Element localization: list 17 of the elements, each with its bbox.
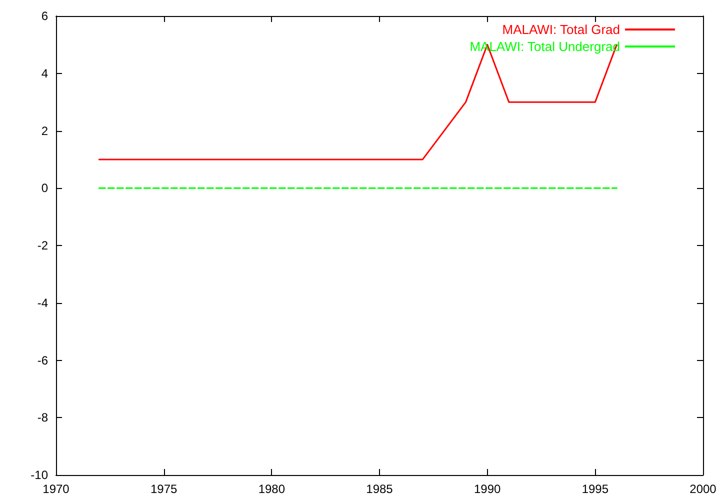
x-tick-label: 1990 bbox=[474, 482, 502, 496]
legend-label: MALAWI: Total Grad bbox=[502, 22, 620, 37]
x-tick-label: 1985 bbox=[366, 482, 394, 496]
y-tick-label: 0 bbox=[41, 181, 48, 196]
x-tick-label: 2000 bbox=[690, 482, 717, 496]
y-tick-label: 2 bbox=[41, 124, 48, 138]
y-tick-label: 4 bbox=[41, 66, 48, 80]
y-tick-label: -10 bbox=[30, 468, 48, 482]
y-tick-label: -8 bbox=[37, 410, 48, 425]
y-tick-label: -2 bbox=[37, 238, 48, 252]
y-tick-label: -6 bbox=[37, 353, 48, 368]
x-tick-label: 1980 bbox=[258, 482, 286, 496]
y-tick-label: -4 bbox=[37, 296, 48, 310]
x-tick-label: 1995 bbox=[582, 482, 609, 496]
y-tick-label: 6 bbox=[41, 9, 48, 23]
x-tick-label: 1975 bbox=[150, 482, 178, 496]
x-tick-label: 1970 bbox=[42, 482, 70, 496]
